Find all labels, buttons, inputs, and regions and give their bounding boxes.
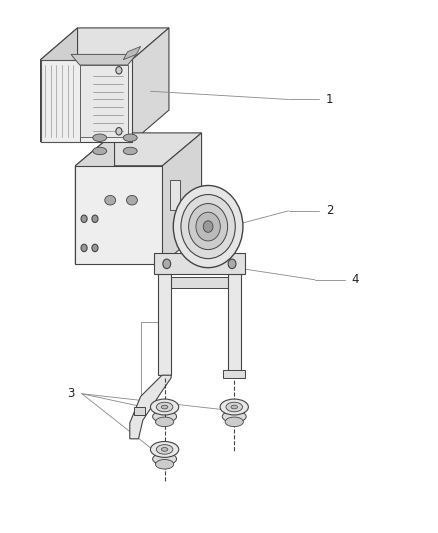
Ellipse shape bbox=[231, 405, 237, 409]
Ellipse shape bbox=[93, 134, 107, 141]
Polygon shape bbox=[223, 370, 245, 378]
Polygon shape bbox=[132, 28, 169, 142]
Ellipse shape bbox=[173, 185, 243, 268]
Polygon shape bbox=[130, 375, 171, 439]
Text: 2: 2 bbox=[325, 204, 333, 217]
Text: 4: 4 bbox=[352, 273, 359, 286]
Ellipse shape bbox=[225, 417, 244, 426]
Text: 6: 6 bbox=[165, 316, 172, 329]
Polygon shape bbox=[41, 60, 132, 142]
Polygon shape bbox=[71, 54, 136, 65]
Circle shape bbox=[228, 259, 236, 269]
Ellipse shape bbox=[196, 212, 220, 241]
Circle shape bbox=[92, 215, 98, 222]
Circle shape bbox=[116, 67, 122, 74]
Ellipse shape bbox=[155, 417, 174, 426]
Polygon shape bbox=[158, 266, 171, 375]
Polygon shape bbox=[171, 277, 228, 288]
Ellipse shape bbox=[161, 448, 168, 451]
Text: 3: 3 bbox=[67, 387, 74, 400]
Ellipse shape bbox=[181, 195, 235, 259]
Ellipse shape bbox=[203, 221, 213, 232]
Polygon shape bbox=[170, 181, 180, 210]
Polygon shape bbox=[75, 133, 201, 166]
Polygon shape bbox=[123, 46, 141, 60]
Ellipse shape bbox=[189, 204, 228, 249]
Ellipse shape bbox=[152, 411, 177, 422]
Ellipse shape bbox=[93, 147, 107, 155]
Ellipse shape bbox=[152, 453, 177, 465]
Ellipse shape bbox=[156, 402, 173, 412]
Polygon shape bbox=[228, 266, 241, 375]
Ellipse shape bbox=[155, 459, 174, 469]
Circle shape bbox=[92, 244, 98, 252]
Ellipse shape bbox=[161, 405, 168, 409]
Polygon shape bbox=[154, 253, 245, 274]
Circle shape bbox=[81, 244, 87, 252]
Text: 1: 1 bbox=[325, 93, 333, 106]
Circle shape bbox=[163, 259, 171, 269]
Polygon shape bbox=[75, 133, 115, 264]
Polygon shape bbox=[75, 166, 162, 264]
Polygon shape bbox=[80, 65, 127, 136]
Ellipse shape bbox=[150, 441, 179, 457]
Ellipse shape bbox=[105, 196, 116, 205]
Circle shape bbox=[116, 127, 122, 135]
Ellipse shape bbox=[156, 445, 173, 454]
Polygon shape bbox=[134, 407, 145, 415]
Ellipse shape bbox=[226, 402, 243, 412]
Ellipse shape bbox=[123, 134, 137, 141]
Ellipse shape bbox=[220, 399, 248, 415]
Polygon shape bbox=[41, 28, 169, 60]
Polygon shape bbox=[162, 133, 201, 264]
Polygon shape bbox=[41, 28, 78, 142]
Ellipse shape bbox=[127, 196, 138, 205]
Ellipse shape bbox=[222, 411, 246, 422]
Circle shape bbox=[81, 215, 87, 222]
Ellipse shape bbox=[123, 147, 137, 155]
Ellipse shape bbox=[150, 399, 179, 415]
